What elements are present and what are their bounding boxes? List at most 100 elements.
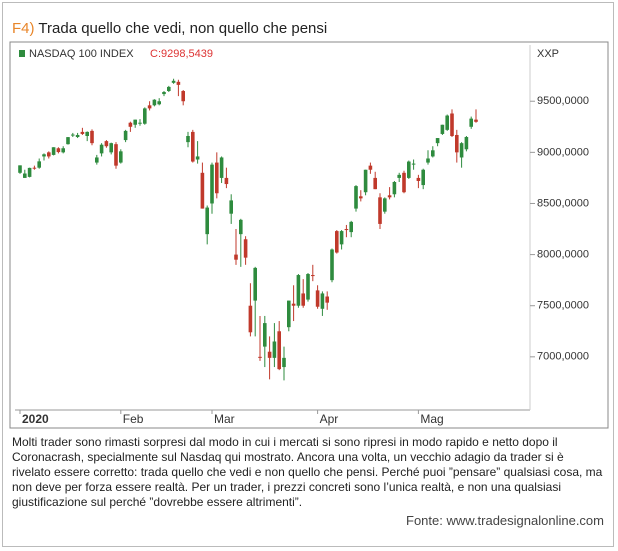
caption: Molti trader sono rimasti sorpresi dal m… (12, 435, 603, 509)
candle-body (272, 341, 277, 358)
y-tick-label: 7000,0000 (537, 351, 589, 363)
candle-body (42, 154, 46, 157)
candle-body (114, 144, 118, 166)
legend-swatch (19, 50, 25, 57)
candle-body (253, 267, 257, 301)
candle-body (51, 147, 56, 155)
candle-body (32, 167, 37, 169)
candle-body (383, 198, 387, 212)
candle-body (90, 130, 94, 144)
candle-body (320, 293, 325, 309)
candle-body (99, 144, 104, 154)
candle-body (392, 182, 397, 195)
last-value: C:9298,5439 (150, 48, 213, 60)
candle-body (229, 200, 233, 214)
candle-body (402, 172, 406, 193)
candle-body (37, 161, 41, 168)
y-tick-label: 7500,0000 (537, 300, 589, 312)
candle-body (205, 207, 209, 235)
x-tick-label: 2020 (22, 412, 49, 426)
candle-body (181, 91, 185, 102)
candle-body (267, 351, 272, 358)
candle-body (335, 231, 339, 253)
candle-body (119, 151, 123, 163)
candle-body (248, 305, 253, 333)
y-tick-label: 8000,0000 (537, 249, 589, 261)
candle-body (56, 148, 61, 153)
candle-body (431, 150, 435, 157)
candle-body (296, 275, 301, 306)
candle-body (71, 134, 75, 136)
candle-body (147, 105, 152, 109)
candle-body (239, 219, 243, 235)
candle-body (397, 174, 401, 178)
x-tick-label: Feb (123, 412, 144, 426)
candle-body (426, 158, 430, 163)
candle-body (75, 134, 80, 138)
candle-body (191, 131, 195, 162)
candle-body (258, 356, 262, 358)
candle-body (469, 118, 473, 127)
candle-body (277, 331, 281, 370)
candle-body (138, 122, 142, 124)
candle-body (368, 165, 373, 170)
candle-body (363, 169, 368, 193)
legend-label: NASDAQ 100 INDEX (29, 48, 134, 60)
candle-body (143, 108, 147, 124)
candle-body (162, 92, 166, 95)
candle-body (287, 300, 291, 328)
candle-body (80, 131, 85, 134)
candle-body (359, 196, 363, 199)
candle-body (407, 161, 411, 178)
candle-body (315, 290, 320, 307)
source: Fonte: www.tradesignalonline.com (406, 513, 604, 528)
candle-body (474, 119, 478, 122)
candle-body (349, 221, 353, 233)
y-tick-label: 9000,0000 (537, 146, 589, 158)
candle-body (301, 293, 305, 306)
figure-label: F4) (12, 20, 35, 37)
x-tick-label: Mag (420, 412, 443, 426)
candle-body (27, 167, 32, 177)
candle-body (311, 275, 315, 277)
candle-body (411, 163, 416, 165)
candle-body (104, 141, 109, 147)
candle-body (344, 229, 349, 231)
candle-body (186, 135, 190, 143)
candle-body (157, 101, 161, 105)
candle-body (445, 115, 449, 130)
candle-body (171, 80, 176, 83)
candle-body (306, 274, 310, 300)
candle-body (378, 197, 382, 224)
candle-body (282, 357, 286, 368)
candle-body (234, 254, 238, 260)
candle-body (450, 113, 454, 136)
candle-body (47, 152, 51, 157)
candle-body (200, 172, 205, 209)
candle-body (219, 157, 224, 178)
candle-body (176, 81, 181, 85)
candle-body (464, 137, 469, 150)
candle-body (373, 177, 377, 190)
axis-label: XXP (537, 48, 559, 60)
y-tick-label: 9500,0000 (537, 95, 589, 107)
candle-body (195, 156, 200, 160)
candle-body (291, 303, 296, 306)
chart: NASDAQ 100 INDEX C:9298,5439 XXP 7000,00… (9, 41, 609, 429)
candle-body (215, 162, 219, 194)
x-tick-label: Apr (320, 412, 339, 426)
candle-body (66, 137, 70, 145)
y-tick-label: 8500,0000 (537, 197, 589, 209)
candle-body (18, 165, 22, 173)
candle-body (330, 249, 334, 281)
candle-body (210, 164, 214, 204)
figure-title: F4) Trada quello che vedi, non quello ch… (12, 20, 327, 37)
candle-body (325, 296, 329, 303)
candle-body (459, 143, 464, 158)
candle-body (354, 186, 358, 209)
candle-body (128, 122, 133, 127)
candle-body (416, 177, 421, 181)
candle-body (61, 148, 65, 153)
candle-body (224, 177, 229, 185)
